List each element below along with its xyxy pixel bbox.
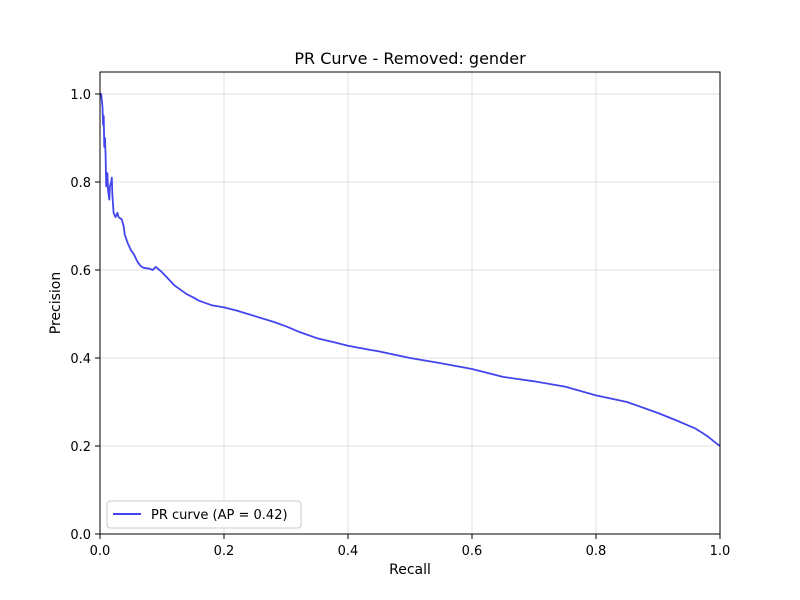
x-tick-label: 0.0 [90, 544, 111, 559]
grid-lines [99, 72, 721, 535]
x-axis-label: Recall [389, 562, 431, 578]
x-tick-label: 0.6 [462, 544, 483, 559]
axis-ticks: 0.0 0.2 0.4 0.6 0.8 1.0 0.0 0.2 0.4 0.6 0.8 1.0 [70, 88, 730, 559]
x-tick-label: 0.8 [586, 544, 607, 559]
y-tick-label: 0.2 [70, 440, 91, 455]
x-tick-label: 0.2 [214, 544, 235, 559]
x-tick-label: 1.0 [710, 544, 731, 559]
chart-title: PR Curve - Removed: gender [294, 49, 526, 68]
legend: PR curve (AP = 0.42) [106, 500, 302, 529]
y-tick-label: 0.6 [70, 264, 91, 279]
y-axis-label: Precision [48, 272, 64, 334]
plot-area [100, 93, 721, 447]
legend-label: PR curve (AP = 0.42) [151, 508, 288, 523]
y-tick-label: 0.4 [70, 352, 91, 367]
y-tick-label: 0.8 [70, 176, 91, 191]
x-tick-label: 0.4 [338, 544, 359, 559]
pr-curve-line [100, 93, 721, 447]
legend-box [106, 500, 302, 529]
plot-frame [99, 71, 721, 535]
y-tick-label: 1.0 [70, 88, 91, 103]
y-tick-label: 0.0 [70, 528, 91, 543]
